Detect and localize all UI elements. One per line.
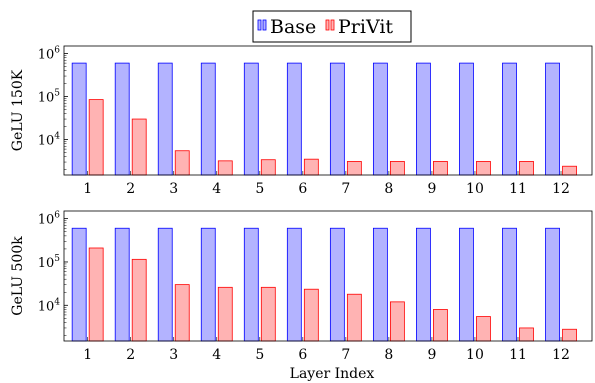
bar-privit xyxy=(562,165,577,176)
legend-label-privit: PriVit xyxy=(338,16,393,38)
bar-base xyxy=(114,227,130,342)
bar-privit xyxy=(433,309,448,342)
bar-base xyxy=(71,227,87,342)
x-tick-label: 1 xyxy=(83,347,92,363)
x-tick-label: 6 xyxy=(298,347,307,363)
bar-base xyxy=(200,227,216,342)
x-tick-label: 2 xyxy=(126,347,135,363)
bar-base xyxy=(329,62,345,176)
x-tick-label: 10 xyxy=(466,181,484,197)
bar-privit xyxy=(217,286,233,342)
bar-privit xyxy=(174,150,190,176)
x-tick-label: 3 xyxy=(169,347,178,363)
bar-base xyxy=(459,62,474,176)
x-tick-label: 6 xyxy=(298,181,307,197)
bar-privit xyxy=(476,316,491,342)
bar-privit xyxy=(174,284,190,342)
x-tick-label: 4 xyxy=(212,181,221,197)
x-tick-label: 5 xyxy=(255,181,264,197)
bar-privit xyxy=(131,258,147,342)
y-tick-label: 104 xyxy=(38,132,61,149)
bar-privit xyxy=(131,118,147,176)
bar-base xyxy=(372,227,388,342)
y-axis-label: GeLU 500k xyxy=(10,236,26,316)
bar-base xyxy=(545,227,560,342)
x-tick-label: 3 xyxy=(169,181,178,197)
legend-swatch-base xyxy=(257,19,267,31)
bar-base xyxy=(157,227,173,342)
bar-base xyxy=(286,62,302,176)
y-tick-label: 104 xyxy=(38,297,61,314)
bar-base xyxy=(114,62,130,176)
x-tick-label: 9 xyxy=(427,347,436,363)
legend: Base PriVit xyxy=(252,10,412,43)
x-axis-label: Layer Index xyxy=(290,366,375,382)
bar-privit xyxy=(476,161,491,176)
x-tick-label: 5 xyxy=(255,347,264,363)
bar-privit xyxy=(217,160,233,176)
bar-privit xyxy=(260,159,276,176)
x-tick-label: 9 xyxy=(427,181,436,197)
x-tick-label: 7 xyxy=(341,181,350,197)
bar-privit xyxy=(88,99,104,176)
bar-privit xyxy=(519,161,534,176)
bar-base xyxy=(502,62,517,176)
bar-privit xyxy=(389,301,405,342)
bar-base xyxy=(416,227,431,342)
x-tick-label: 12 xyxy=(552,181,570,197)
x-tick-label: 4 xyxy=(212,347,221,363)
x-tick-label: 8 xyxy=(384,347,393,363)
bar-base xyxy=(459,227,474,342)
y-tick-label: 105 xyxy=(38,89,61,106)
bar-privit xyxy=(303,158,319,176)
x-tick-label: 7 xyxy=(341,347,350,363)
bar-privit xyxy=(260,286,276,342)
legend-swatch-privit xyxy=(325,19,335,31)
plot-frame xyxy=(63,45,593,176)
x-tick-label: 2 xyxy=(126,181,135,197)
bar-base xyxy=(200,62,216,176)
bar-base xyxy=(157,62,173,176)
x-tick-label: 10 xyxy=(466,347,484,363)
x-tick-label: 11 xyxy=(509,347,527,363)
bar-base xyxy=(71,62,87,176)
bar-privit xyxy=(433,161,448,176)
bar-privit xyxy=(519,327,534,342)
y-tick-label: 106 xyxy=(38,46,61,63)
bar-base xyxy=(286,227,302,342)
y-tick-label: 106 xyxy=(38,211,61,228)
bar-base xyxy=(243,62,259,176)
bar-base xyxy=(329,227,345,342)
x-tick-label: 1 xyxy=(83,181,92,197)
bar-privit xyxy=(346,161,362,176)
y-axis-label: GeLU 150K xyxy=(10,69,26,151)
bar-privit xyxy=(562,328,577,342)
plot-frame xyxy=(63,210,593,342)
bar-base xyxy=(545,62,560,176)
bar-base xyxy=(502,227,517,342)
legend-label-base: Base xyxy=(270,16,316,38)
x-tick-label: 11 xyxy=(509,181,527,197)
bar-privit xyxy=(389,161,405,176)
bar-base xyxy=(372,62,388,176)
x-tick-label: 8 xyxy=(384,181,393,197)
bar-privit xyxy=(303,288,319,342)
bar-base xyxy=(243,227,259,342)
bar-privit xyxy=(346,293,362,342)
bar-privit xyxy=(88,247,104,342)
x-tick-label: 12 xyxy=(552,347,570,363)
y-tick-label: 105 xyxy=(38,254,61,271)
bar-base xyxy=(416,62,431,176)
